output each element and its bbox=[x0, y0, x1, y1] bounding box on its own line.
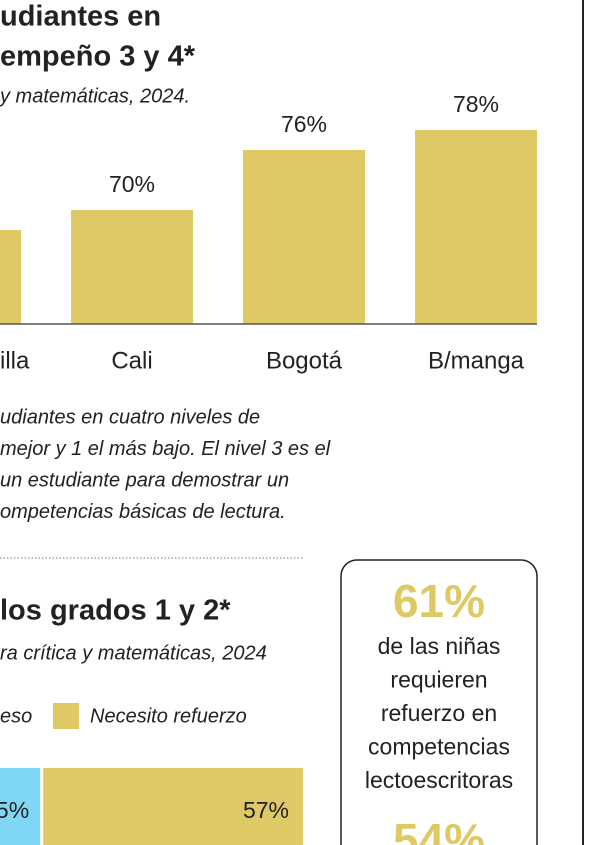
value-label: 45% bbox=[0, 797, 29, 823]
bar bbox=[0, 230, 21, 324]
callout-text: competencias bbox=[368, 734, 510, 760]
legend-label: Necesito refuerzo bbox=[90, 705, 247, 727]
value-label: 57% bbox=[243, 797, 289, 823]
callout-text: refuerzo en bbox=[381, 700, 497, 726]
bar bbox=[415, 130, 537, 324]
chart-subtitle: ra crítica y matemáticas, 2024 bbox=[0, 642, 267, 664]
callout-text: de las niñas bbox=[378, 633, 501, 659]
bar bbox=[243, 150, 365, 324]
value-label: 70% bbox=[109, 171, 155, 197]
value-label: 78% bbox=[453, 91, 499, 117]
legend-label: eso bbox=[0, 705, 32, 727]
bar-segment bbox=[43, 768, 303, 845]
callout-next-value: 54% bbox=[393, 814, 485, 845]
callout-value: 61% bbox=[393, 575, 485, 627]
chart-subtitle: y matemáticas, 2024. bbox=[0, 85, 190, 107]
x-tick-label: Cali bbox=[111, 347, 152, 374]
chart-title: udiantes en bbox=[0, 1, 161, 33]
note: ompetencias básicas de lectura. bbox=[0, 501, 286, 523]
callout-text: requieren bbox=[390, 667, 487, 693]
x-tick-label: illa bbox=[0, 347, 30, 374]
value-label: 76% bbox=[281, 111, 327, 137]
note: udiantes en cuatro niveles de bbox=[0, 406, 260, 428]
callout-box bbox=[340, 559, 538, 845]
callout-text: lectoescritoras bbox=[365, 767, 513, 793]
chart-title: los grados 1 y 2* bbox=[0, 595, 231, 627]
bar bbox=[71, 210, 193, 324]
note: mejor y 1 el más bajo. El nivel 3 es el bbox=[0, 438, 331, 460]
note: un estudiante para demostrar un bbox=[0, 469, 289, 491]
x-tick-label: Bogotá bbox=[266, 347, 343, 374]
x-tick-label: B/manga bbox=[428, 347, 525, 374]
bar-segment bbox=[0, 768, 41, 845]
legend-swatch bbox=[53, 703, 79, 729]
chart-title: empeño 3 y 4* bbox=[0, 41, 196, 73]
